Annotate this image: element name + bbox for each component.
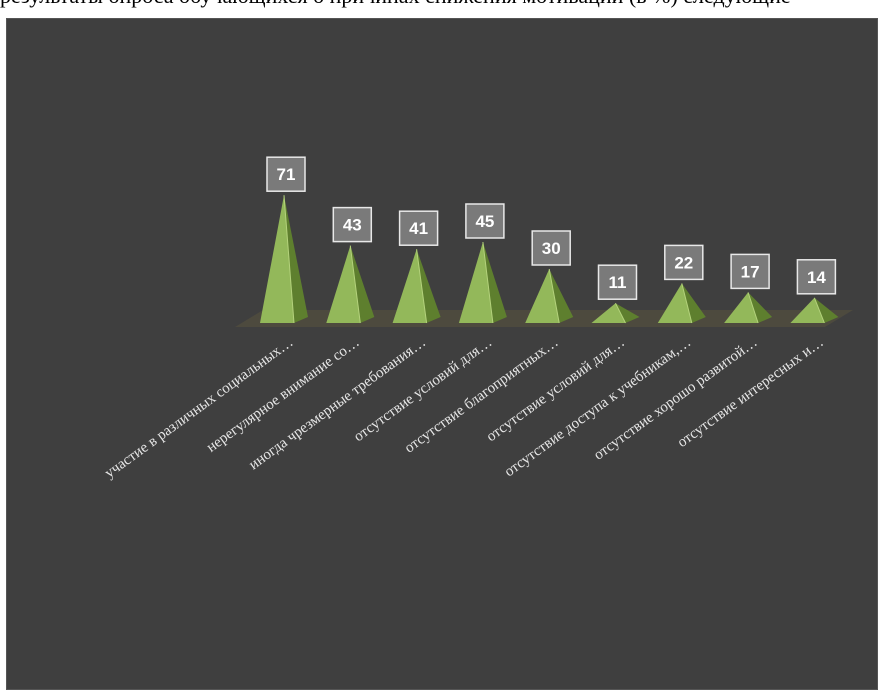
pyramid-bar: [657, 283, 706, 324]
pyramid-bar: [724, 292, 773, 324]
pyramid-bar: [260, 195, 308, 324]
data-label: 11: [597, 264, 638, 300]
data-label: 43: [332, 206, 373, 243]
data-label-text: 14: [807, 268, 826, 287]
pyramid-bar: [458, 241, 507, 324]
data-label-text: 41: [409, 219, 428, 238]
data-label: 71: [266, 156, 306, 192]
data-label: 17: [730, 253, 770, 290]
data-label-text: 45: [475, 212, 494, 231]
tick-labels-group: участие в различных социальных…нерегуляр…: [102, 334, 827, 481]
data-label-text: 43: [343, 216, 362, 235]
data-label: 45: [465, 203, 505, 239]
data-label-text: 30: [542, 239, 561, 258]
pyramid-chart: 71 43 41 45 30 11 22 17 14 участие в различных с…: [102, 156, 853, 482]
data-label: 22: [664, 244, 704, 281]
top-text-fragment: результаты опроса обучающихся о причинах…: [0, 0, 885, 9]
data-label: 30: [531, 230, 571, 266]
pyramid-bar: [392, 249, 441, 324]
data-label-text: 11: [609, 273, 627, 292]
data-label-text: 22: [674, 253, 693, 272]
chart-area: 71 43 41 45 30 11 22 17 14 участие в различных с…: [6, 18, 878, 690]
pyramids-group: [260, 195, 839, 324]
data-label-text: 17: [741, 262, 760, 281]
data-label: 14: [796, 259, 837, 295]
pyramid-bar: [326, 245, 375, 324]
pyramid-bar: [591, 302, 640, 324]
data-label-text: 71: [277, 165, 296, 184]
pyramid-bar: [525, 268, 574, 324]
pyramid-bar: [790, 297, 839, 324]
data-label: 41: [398, 210, 439, 246]
data-labels-group: 71 43 41 45 30 11 22 17 14: [266, 156, 837, 300]
